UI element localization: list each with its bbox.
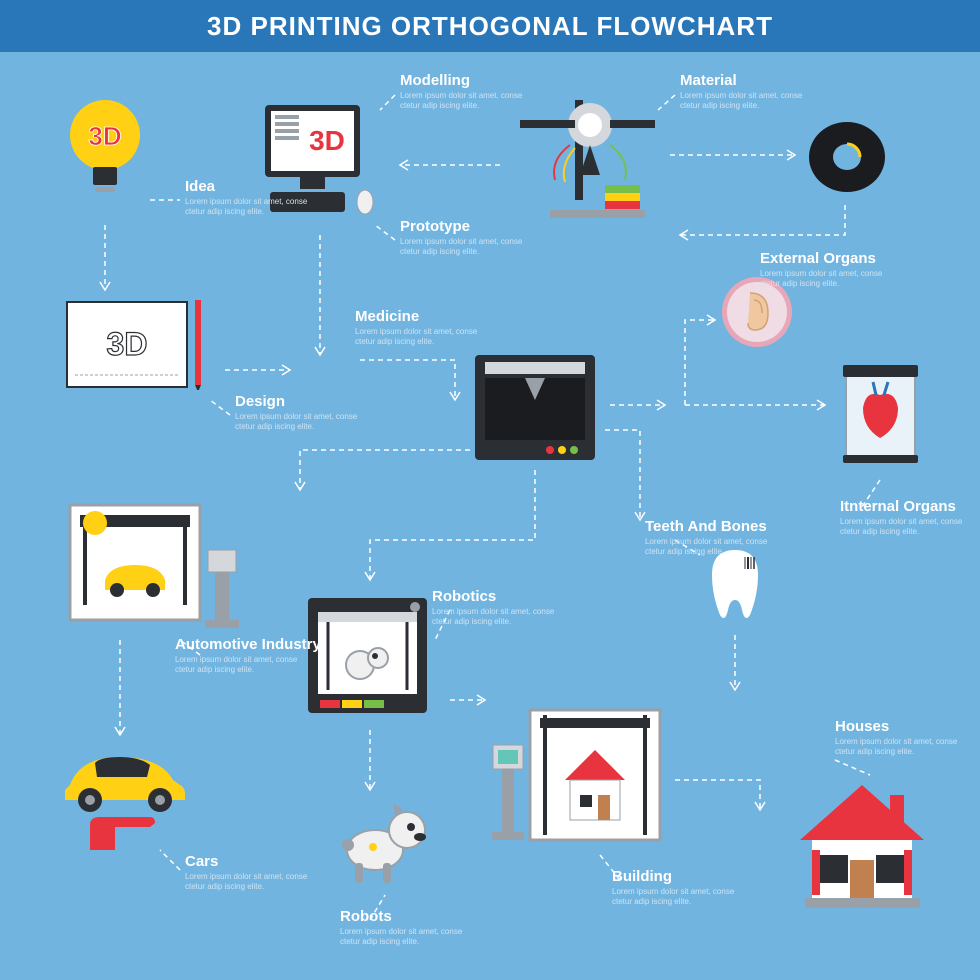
building-label: Building Lorem ipsum dolor sit amet, con…: [612, 868, 752, 908]
houses-label: Houses Lorem ipsum dolor sit amet, conse…: [835, 718, 975, 758]
design-label: Design Lorem ipsum dolor sit amet, conse…: [235, 393, 375, 433]
page-title: 3D PRINTING ORTHOGONAL FLOWCHART: [207, 11, 773, 42]
medicine-label: Medicine Lorem ipsum dolor sit amet, con…: [355, 308, 495, 348]
svg-text:3D: 3D: [309, 125, 345, 156]
automotive-icon: [65, 495, 245, 630]
teeth-label: Teeth And Bones Lorem ipsum dolor sit am…: [645, 518, 785, 558]
internal-organs-icon: [838, 360, 923, 465]
robots-label: Robots Lorem ipsum dolor sit amet, conse…: [340, 908, 480, 948]
building-icon: [490, 700, 665, 850]
robot-dog-icon: [335, 795, 435, 890]
printer-icon: [470, 350, 600, 465]
idea-icon: 3D: [65, 95, 145, 205]
cars-icon: [55, 745, 195, 850]
svg-text:3D: 3D: [88, 121, 121, 151]
internal-organs-label: Itnternal Organs Lorem ipsum dolor sit a…: [840, 498, 980, 538]
external-organs-label: External Organs Lorem ipsum dolor sit am…: [760, 250, 900, 290]
material-label: Material Lorem ipsum dolor sit amet, con…: [680, 72, 820, 112]
prototype-label: Prototype Lorem ipsum dolor sit amet, co…: [400, 218, 540, 258]
modelling-label: Modelling Lorem ipsum dolor sit amet, co…: [400, 72, 540, 112]
title-bar: 3D PRINTING ORTHOGONAL FLOWCHART: [0, 0, 980, 52]
material-icon: [520, 90, 660, 220]
cars-label: Cars Lorem ipsum dolor sit amet, conse c…: [185, 853, 325, 893]
filament-icon: [805, 120, 890, 195]
design-icon: 3D: [65, 300, 210, 390]
robotics-label: Robotics Lorem ipsum dolor sit amet, con…: [432, 588, 572, 628]
automotive-label: Automotive Industry Lorem ipsum dolor si…: [175, 636, 321, 676]
house-icon: [790, 780, 935, 910]
idea-label: Idea Lorem ipsum dolor sit amet, conse c…: [185, 178, 325, 218]
svg-text:3D: 3D: [107, 326, 148, 362]
